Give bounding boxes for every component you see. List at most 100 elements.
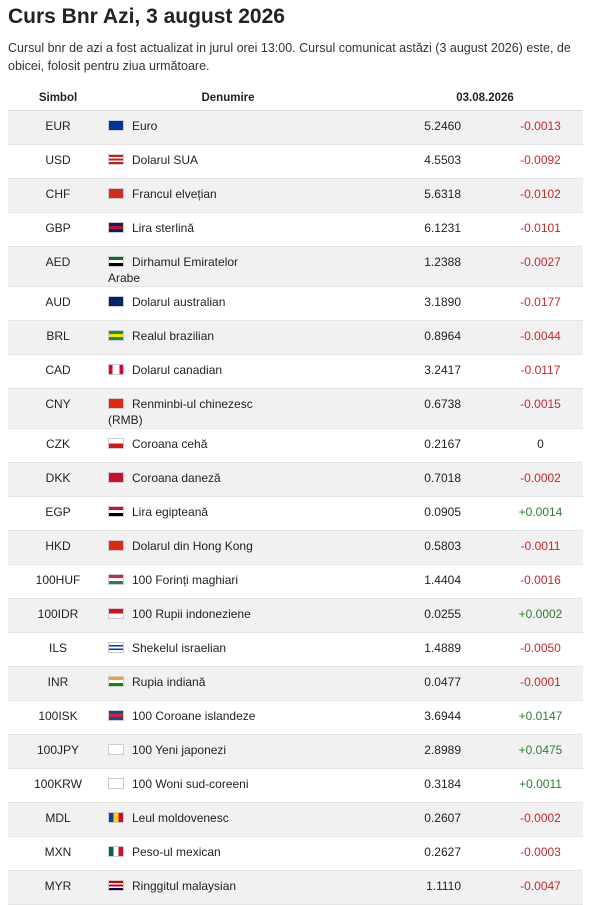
name-wrap: Dolarul canadian (108, 362, 256, 378)
rate: 0.6738 (348, 388, 498, 429)
change: +0.0014 (498, 496, 583, 531)
change: -0.0013 (498, 110, 583, 145)
rate-row: 100ISK 100 Coroane islandeze 3.6944 +0.0147 (8, 700, 583, 735)
currency-name: Realul brazilian (108, 320, 348, 355)
rate: 5.6318 (348, 178, 498, 213)
rate: 3.6944 (348, 700, 498, 735)
subtitle: Cursul bnr de azi a fost actualizat in j… (8, 41, 571, 73)
name-text: Rupia indiană (132, 675, 206, 689)
rate: 0.0905 (348, 496, 498, 531)
rate-row: 100JPY 100 Yeni japonezi 2.8989 +0.0475 (8, 734, 583, 769)
flag-icon (108, 846, 124, 857)
rate: 3.1890 (348, 286, 498, 321)
name-text: Realul brazilian (132, 329, 215, 343)
currency-name: 100 Forinți maghiari (108, 564, 348, 599)
rate-row: GBP Lira sterlină 6.1231 -0.0101 (8, 212, 583, 247)
rate-row: EUR Euro 5.2460 -0.0013 (8, 110, 583, 145)
name-text: Renminbi-ul chinezesc (RMB) (108, 397, 253, 427)
flag-icon (108, 222, 124, 233)
symbol: 100HUF (8, 564, 108, 599)
column-header: 03.08.2026 (348, 86, 583, 111)
symbol: USD (8, 144, 108, 179)
currency-name: Lira egipteană (108, 496, 348, 531)
currency-name: Shekelul israelian (108, 632, 348, 667)
symbol: EGP (8, 496, 108, 531)
rate-row: DKK Coroana daneză 0.7018 -0.0002 (8, 462, 583, 497)
currency-name: Peso-ul mexican (108, 836, 348, 871)
name-text: Lira sterlină (132, 221, 195, 235)
rate-row: CNY Renminbi-ul chinezesc (RMB) 0.6738 -0.0… (8, 388, 583, 429)
rate-row: AUD Dolarul australian 3.1890 -0.0177 (8, 286, 583, 321)
change: -0.0015 (498, 388, 583, 429)
change: -0.0016 (498, 564, 583, 599)
name-wrap: 100 Yeni japonezi (108, 742, 256, 758)
rate-row: INR Rupia indiană 0.0477 -0.0001 (8, 666, 583, 701)
flag-icon (108, 438, 124, 449)
flag-icon (108, 608, 124, 619)
currency-name: 100 Yeni japonezi (108, 734, 348, 769)
name-text: Coroana daneză (132, 471, 221, 485)
flag-icon (108, 676, 124, 687)
rate-row: USD Dolarul SUA 4.5503 -0.0092 (8, 144, 583, 179)
name-wrap: 100 Rupii indoneziene (108, 606, 256, 622)
change: -0.0002 (498, 462, 583, 497)
rate-row: CHF Francul elvețian 5.6318 -0.0102 (8, 178, 583, 213)
name-wrap: Realul brazilian (108, 328, 256, 344)
rate-row: 100IDR 100 Rupii indoneziene 0.0255 +0.0002 (8, 598, 583, 633)
change: -0.0050 (498, 632, 583, 667)
symbol: EUR (8, 110, 108, 145)
symbol: 100KRW (8, 768, 108, 803)
name-text: 100 Forinți maghiari (132, 573, 239, 587)
name-wrap: Leul moldovenesc (108, 810, 256, 826)
symbol: 100ISK (8, 700, 108, 735)
name-text: Dolarul australian (132, 295, 226, 309)
name-text: 100 Woni sud-coreeni (132, 777, 249, 791)
currency-name: 100 Woni sud-coreeni (108, 768, 348, 803)
rate-row: HKD Dolarul din Hong Kong 0.5803 -0.0011 (8, 530, 583, 565)
change: -0.0092 (498, 144, 583, 179)
currency-name: Francul elvețian (108, 178, 348, 213)
symbol: MDL (8, 802, 108, 837)
name-wrap: Dolarul SUA (108, 152, 256, 168)
rate-row: 100HUF 100 Forinți maghiari 1.4404 -0.0016 (8, 564, 583, 599)
name-text: 100 Coroane islandeze (132, 709, 256, 723)
name-wrap: Francul elvețian (108, 186, 256, 202)
flag-icon (108, 540, 124, 551)
rate: 6.1231 (348, 212, 498, 247)
column-header: Simbol (8, 86, 108, 111)
rate-row: AED Dirhamul Emiratelor Arabe 1.2388 -0.002… (8, 246, 583, 287)
flag-icon (108, 812, 124, 823)
currency-name: Dirhamul Emiratelor Arabe (108, 246, 348, 287)
header-row: Simbol Denumire 03.08.2026 (8, 86, 583, 111)
flag-icon (108, 296, 124, 307)
title: Curs Bnr Azi, 3 august 2026 (8, 5, 285, 28)
change: +0.0475 (498, 734, 583, 769)
rate-row: BRL Realul brazilian 0.8964 -0.0044 (8, 320, 583, 355)
flag-icon (108, 398, 124, 409)
rate: 4.5503 (348, 144, 498, 179)
symbol: ILS (8, 632, 108, 667)
name-text: Euro (132, 119, 158, 133)
name-wrap: Lira egipteană (108, 504, 256, 520)
currency-name: Dolarul SUA (108, 144, 348, 179)
rate: 3.2417 (348, 354, 498, 389)
rate-row: EGP Lira egipteană 0.0905 +0.0014 (8, 496, 583, 531)
name-text: Dolarul canadian (132, 363, 223, 377)
rate: 1.2388 (348, 246, 498, 287)
change: -0.0102 (498, 178, 583, 213)
currency-name: 100 Rupii indoneziene (108, 598, 348, 633)
name-text: Lira egipteană (132, 505, 209, 519)
currency-name: Lira sterlină (108, 212, 348, 247)
rate-row: MYR Ringgitul malaysian 1.1110 -0.0047 (8, 870, 583, 905)
currency-name: Rupia indiană (108, 666, 348, 701)
rate-row: 100KRW 100 Woni sud-coreeni 0.3184 +0.0011 (8, 768, 583, 803)
change: -0.0177 (498, 286, 583, 321)
change: -0.0011 (498, 530, 583, 565)
symbol: AED (8, 246, 108, 287)
name-wrap: Coroana daneză (108, 470, 256, 486)
currency-name: Ringgitul malaysian (108, 870, 348, 905)
name-wrap: Dolarul din Hong Kong (108, 538, 256, 554)
name-wrap: 100 Coroane islandeze (108, 708, 256, 724)
name-wrap: 100 Woni sud-coreeni (108, 776, 256, 792)
change: +0.0002 (498, 598, 583, 633)
